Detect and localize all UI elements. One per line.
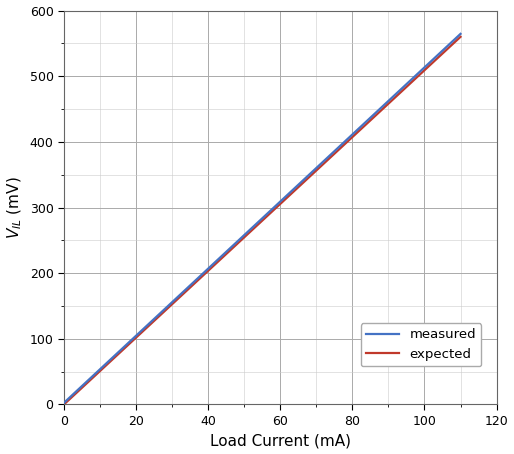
expected bbox=[249, 227, 255, 232]
expected bbox=[251, 225, 258, 230]
measured bbox=[61, 400, 67, 405]
measured bbox=[457, 31, 464, 37]
measured bbox=[249, 225, 255, 230]
expected bbox=[61, 402, 67, 407]
Legend: measured, expected: measured, expected bbox=[361, 323, 481, 366]
measured bbox=[448, 40, 454, 45]
measured bbox=[297, 181, 303, 186]
X-axis label: Load Current (mA): Load Current (mA) bbox=[210, 434, 351, 449]
Line: expected: expected bbox=[64, 37, 461, 405]
expected bbox=[297, 183, 303, 188]
expected bbox=[386, 100, 392, 106]
expected bbox=[457, 34, 464, 39]
Line: measured: measured bbox=[64, 34, 461, 403]
Y-axis label: $V_{IL}$ (mV): $V_{IL}$ (mV) bbox=[6, 176, 24, 239]
measured bbox=[251, 222, 258, 228]
expected bbox=[448, 43, 454, 49]
measured bbox=[386, 98, 392, 103]
expected bbox=[276, 203, 282, 208]
measured bbox=[276, 201, 282, 206]
